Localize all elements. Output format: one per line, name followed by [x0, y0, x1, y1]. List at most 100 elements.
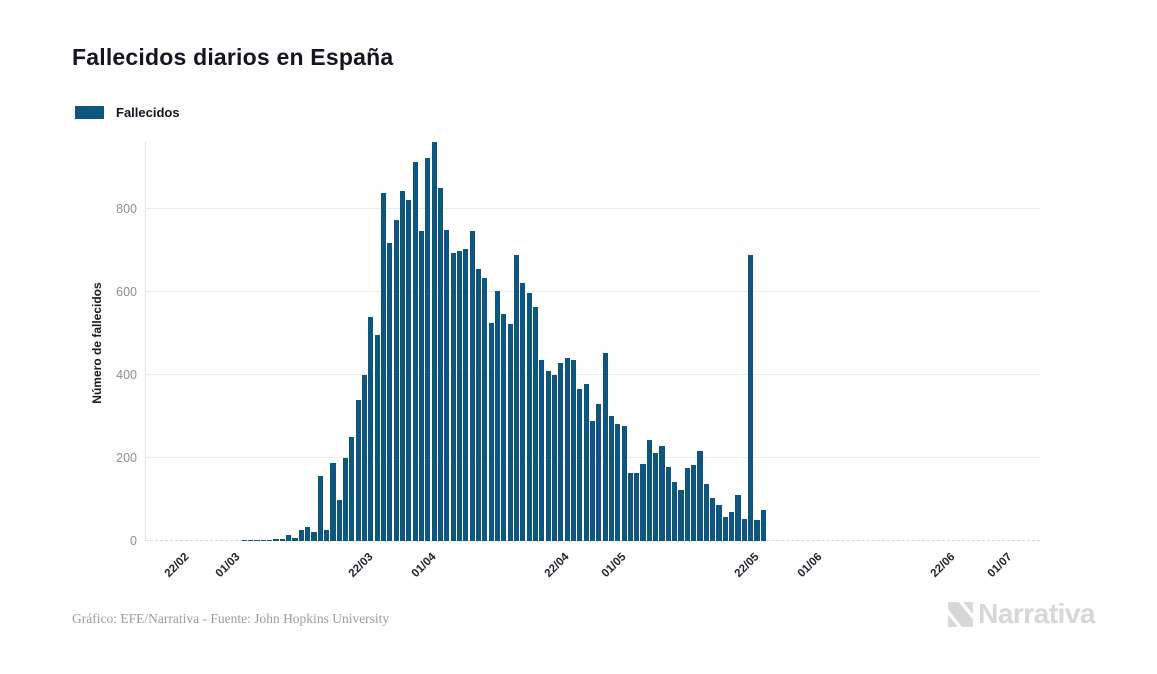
- bar: [507, 324, 513, 541]
- plot-area: [145, 141, 1040, 541]
- bar: [729, 512, 735, 541]
- legend-swatch: [75, 106, 104, 119]
- x-tick-label: 01/04: [409, 551, 439, 580]
- bar: [469, 231, 475, 541]
- bar: [406, 200, 412, 541]
- x-tick-label: 22/05: [732, 551, 762, 580]
- bar: [399, 190, 406, 541]
- bar: [634, 472, 640, 541]
- bar: [501, 314, 507, 541]
- bar: [482, 277, 488, 541]
- bar: [444, 230, 450, 541]
- bar: [431, 142, 437, 541]
- bar: [317, 475, 323, 541]
- bar: [545, 370, 551, 541]
- bar: [659, 445, 665, 541]
- bar: [292, 537, 298, 541]
- bar: [286, 535, 292, 541]
- bar: [627, 472, 634, 541]
- bar: [716, 504, 722, 541]
- x-tick-label: 22/04: [542, 551, 572, 580]
- y-tick-label: 0: [130, 534, 137, 548]
- bar: [735, 495, 741, 541]
- bar: [330, 463, 336, 541]
- bar: [608, 416, 615, 541]
- bar: [551, 375, 558, 541]
- bar: [665, 466, 671, 541]
- bar: [583, 384, 589, 541]
- bar: [564, 358, 570, 541]
- bar: [570, 360, 577, 541]
- bar: [298, 530, 304, 541]
- bar: [380, 192, 387, 541]
- x-tick-label: 01/05: [599, 551, 629, 580]
- bar: [691, 464, 697, 541]
- footer-caption: Gráfico: EFE/Narrativa - Fuente: John Ho…: [72, 611, 390, 626]
- gridline: [145, 291, 1040, 292]
- bar: [248, 540, 254, 541]
- bar: [646, 439, 652, 541]
- bar: [760, 510, 766, 541]
- narrativa-logo-icon: [948, 601, 973, 627]
- bar: [539, 360, 545, 541]
- bar: [672, 481, 678, 541]
- bar: [241, 540, 247, 541]
- y-tick-label: 600: [116, 285, 137, 299]
- bar: [305, 526, 311, 541]
- bar: [684, 467, 690, 541]
- bar: [520, 283, 526, 541]
- bar: [273, 539, 279, 541]
- y-tick-label: 400: [116, 368, 137, 382]
- bar: [589, 421, 596, 541]
- bar: [412, 162, 418, 541]
- bar: [577, 388, 583, 541]
- x-tick-label: 22/03: [346, 551, 376, 580]
- bar: [710, 497, 716, 541]
- bar: [267, 539, 273, 541]
- bar: [602, 353, 608, 541]
- y-axis-line: [145, 141, 146, 541]
- bar: [748, 255, 754, 541]
- y-axis-title: Número de fallecidos: [90, 282, 104, 404]
- bar: [475, 269, 482, 541]
- x-tick-label: 01/06: [795, 551, 825, 580]
- bar: [703, 483, 709, 541]
- legend-label: Fallecidos: [116, 105, 180, 120]
- x-tick-label: 22/06: [928, 551, 958, 580]
- x-tick-label: 01/07: [985, 551, 1015, 580]
- bar: [463, 248, 469, 541]
- bar: [342, 458, 349, 541]
- bar: [494, 290, 501, 541]
- bar: [437, 188, 444, 541]
- narrativa-logo-text: Narrativa: [978, 598, 1095, 629]
- bar: [387, 243, 393, 541]
- bar: [488, 323, 494, 541]
- bar: [513, 255, 520, 541]
- bar: [361, 375, 368, 541]
- bar: [368, 317, 374, 541]
- y-tick-label: 200: [116, 451, 137, 465]
- bar: [323, 529, 330, 541]
- bar: [260, 539, 266, 541]
- bar: [526, 293, 532, 541]
- bar: [374, 334, 380, 541]
- bar: [425, 157, 431, 541]
- legend: Fallecidos: [75, 105, 180, 120]
- bar: [653, 452, 659, 541]
- bar: [532, 306, 539, 541]
- bar: [697, 450, 703, 541]
- bar: [450, 253, 456, 541]
- bar: [558, 362, 564, 541]
- bar: [722, 516, 728, 541]
- chart-title: Fallecidos diarios en España: [72, 44, 394, 70]
- bar: [754, 520, 760, 541]
- bar: [596, 403, 602, 541]
- bar: [349, 437, 355, 541]
- x-tick-label: 22/02: [162, 551, 192, 580]
- bar: [640, 464, 646, 541]
- bar: [336, 499, 342, 541]
- bar: [311, 531, 317, 541]
- bar: [615, 424, 621, 541]
- bar: [254, 539, 260, 541]
